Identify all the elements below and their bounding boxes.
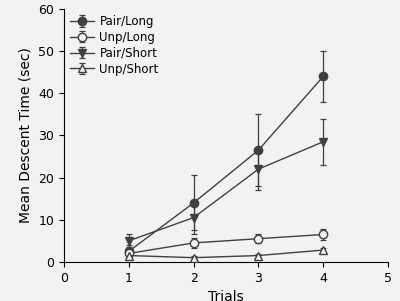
X-axis label: Trials: Trials [208, 290, 244, 301]
Y-axis label: Mean Descent Time (sec): Mean Descent Time (sec) [19, 48, 33, 223]
Legend: Pair/Long, Unp/Long, Pair/Short, Unp/Short: Pair/Long, Unp/Long, Pair/Short, Unp/Sho… [66, 11, 162, 79]
